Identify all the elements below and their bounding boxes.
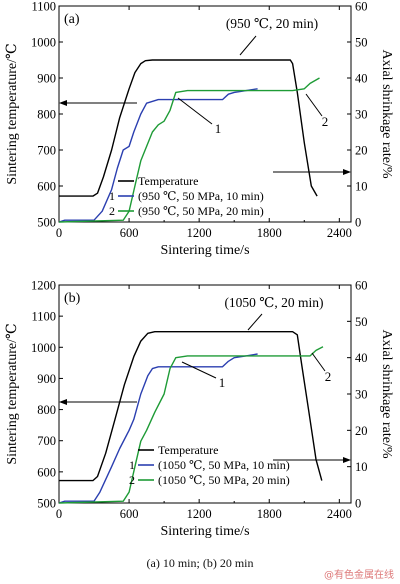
x-axis-label: Sintering time/s [160, 524, 249, 539]
y-right-tick-label: 30 [355, 388, 368, 402]
x-tick-label: 1800 [257, 507, 282, 521]
x-tick-label: 1200 [187, 226, 212, 240]
peak-annotation: (1050 ℃, 20 min) [224, 295, 323, 310]
y-left-tick-label: 500 [37, 216, 56, 230]
legend-entry: (1050 ℃, 50 MPa, 10 min) [158, 458, 290, 472]
y-left-tick-label: 1200 [31, 279, 56, 293]
figure-caption: (a) 10 min; (b) 20 min [146, 556, 254, 570]
arrowhead-left [59, 100, 67, 106]
x-tick-label: 1200 [187, 507, 212, 521]
legend-entry: Temperature [138, 174, 198, 188]
curve-1-label: 1 [215, 121, 222, 136]
chart-panel-a: 0 600 1200 1800 2400 500 600 700 800 900 1000 1100 0… [5, 0, 394, 258]
curve-1-leader [181, 361, 217, 379]
y-right-tick-label: 0 [355, 497, 361, 511]
legend-marker: 2 [109, 204, 115, 218]
series-shrinkage-10min [58, 353, 258, 504]
arrowhead-right [343, 169, 351, 175]
series-shrinkage-20min [58, 77, 320, 223]
y-left-tick-label: 900 [37, 372, 56, 386]
y-right-axis-label: Axial shrinkage rate/% [379, 49, 394, 178]
legend-entry: (1050 ℃, 50 MPa, 20 min) [158, 473, 290, 487]
y-left-tick-label: 600 [37, 465, 56, 479]
curve-2-leader [311, 352, 326, 372]
curve-2-label: 2 [322, 114, 329, 129]
legend-entry: (950 ℃, 50 MPa, 20 min) [138, 204, 264, 218]
y-right-tick-label: 20 [355, 424, 368, 438]
y-right-tick-label: 10 [355, 460, 368, 474]
y-left-tick-label: 800 [37, 403, 56, 417]
y-right-tick-label: 30 [355, 108, 368, 122]
y-right-tick-label: 50 [355, 36, 368, 50]
y-left-tick-label: 500 [37, 497, 56, 511]
legend-marker: 1 [109, 189, 115, 203]
y-right-tick-label: 40 [355, 351, 368, 365]
y-left-axis-label: Sintering temperature/℃ [5, 43, 20, 184]
y-left-tick-label: 700 [37, 434, 56, 448]
annotation-leader [247, 313, 263, 331]
panel-label: (a) [64, 12, 80, 27]
x-tick-label: 600 [120, 226, 139, 240]
y-right-tick-label: 60 [355, 0, 368, 14]
y-right-tick-label: 50 [355, 315, 368, 329]
y-left-tick-label: 800 [37, 108, 56, 122]
y-left-tick-label: 1100 [31, 310, 56, 324]
y-left-axis-label: Sintering temperature/℃ [5, 323, 20, 464]
y-right-axis-label: Axial shrinkage rate/% [379, 329, 394, 458]
curve-2-label: 2 [325, 369, 332, 384]
x-axis-label: Sintering time/s [160, 243, 249, 258]
y-left-tick-label: 900 [37, 72, 56, 86]
y-right-tick-label: 10 [355, 180, 368, 194]
peak-annotation: (950 ℃, 20 min) [226, 16, 318, 31]
series-shrinkage-20min [58, 346, 324, 504]
annotation-leader [239, 35, 257, 56]
arrowhead-right [343, 457, 351, 463]
y-right-tick-label: 40 [355, 72, 368, 86]
x-tick-label: 0 [56, 507, 62, 521]
legend-marker: 1 [129, 458, 135, 472]
arrowhead-left [59, 399, 67, 405]
y-left-tick-label: 1100 [31, 0, 56, 14]
series-shrinkage-10min [58, 88, 258, 223]
x-tick-label: 1800 [257, 226, 282, 240]
series-temperature [59, 59, 318, 197]
x-tick-label: 2400 [327, 226, 352, 240]
y-left-tick-label: 1000 [31, 36, 56, 50]
legend-entry: (950 ℃, 50 MPa, 10 min) [138, 189, 264, 203]
y-left-tick-label: 700 [37, 144, 56, 158]
y-right-tick-label: 0 [355, 216, 361, 230]
panel-label: (b) [64, 291, 81, 306]
x-tick-label: 2400 [327, 507, 352, 521]
curve-1-label: 1 [219, 375, 226, 390]
y-left-tick-label: 600 [37, 180, 56, 194]
curve-1-leader [177, 97, 213, 125]
legend-marker: 2 [129, 473, 135, 487]
x-tick-label: 0 [56, 226, 62, 240]
y-right-tick-label: 20 [355, 144, 368, 158]
chart-panel-b: 0 600 1200 1800 2400500600700800900100011001… [5, 279, 394, 540]
watermark: @有色金属在线 [324, 570, 394, 581]
y-left-tick-label: 1000 [31, 341, 56, 355]
y-right-tick-label: 60 [355, 279, 368, 293]
series-temperature [59, 331, 323, 482]
legend-entry: Temperature [158, 443, 218, 457]
x-tick-label: 600 [120, 507, 139, 521]
curve-2-leader [305, 93, 323, 117]
